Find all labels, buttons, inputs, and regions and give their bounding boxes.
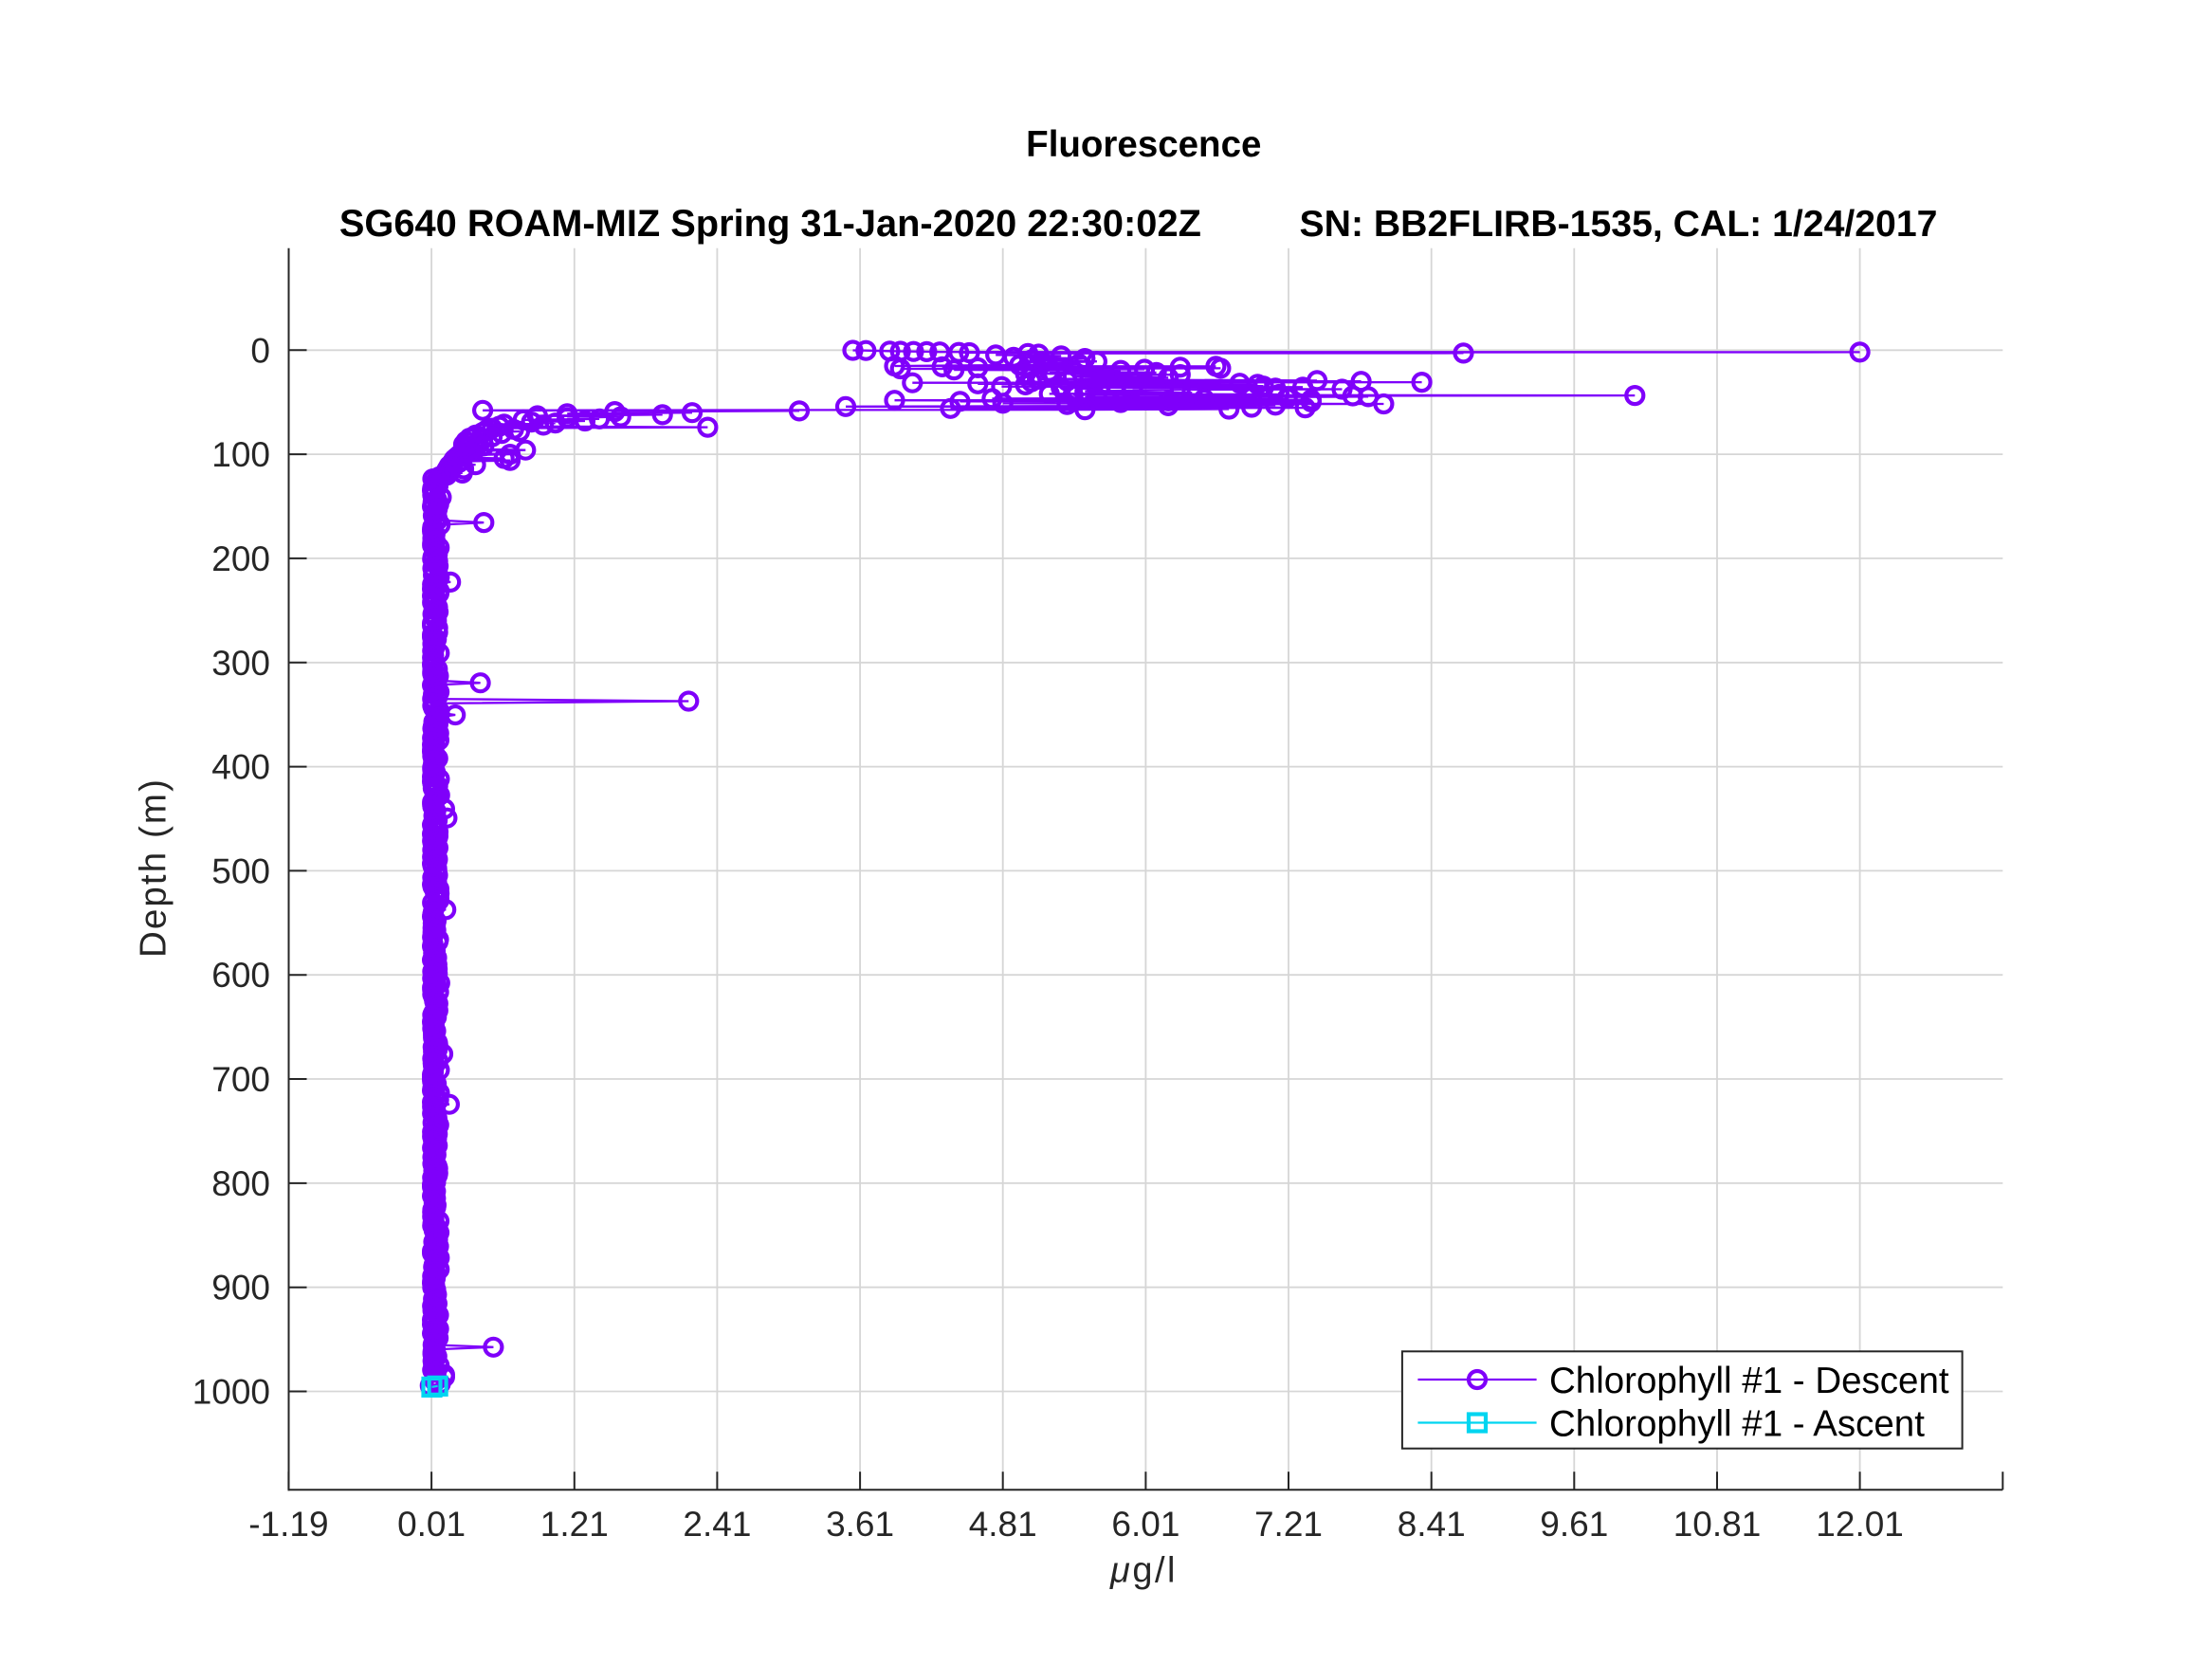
svg-text:800: 800 — [211, 1164, 270, 1203]
svg-text:1.21: 1.21 — [540, 1505, 609, 1544]
svg-text:SG640 ROAM-MIZ Spring 31-Jan-2: SG640 ROAM-MIZ Spring 31-Jan-2020 22:30:… — [339, 203, 1201, 245]
svg-text:Depth (m): Depth (m) — [134, 777, 174, 958]
svg-text:10.81: 10.81 — [1673, 1505, 1762, 1544]
svg-text:600: 600 — [211, 956, 270, 995]
svg-text:9.61: 9.61 — [1540, 1505, 1608, 1544]
svg-text:100: 100 — [211, 435, 270, 474]
svg-text:SN: BB2FLIRB-1535, CAL: 1/24/2: SN: BB2FLIRB-1535, CAL: 1/24/2017 — [1300, 204, 1938, 245]
svg-text:Fluorescence: Fluorescence — [1026, 124, 1261, 165]
svg-text:700: 700 — [211, 1060, 270, 1099]
svg-text:200: 200 — [211, 539, 270, 578]
svg-text:500: 500 — [211, 851, 270, 890]
svg-text:7.21: 7.21 — [1254, 1505, 1323, 1544]
svg-text:2.41: 2.41 — [683, 1505, 751, 1544]
svg-text:8.41: 8.41 — [1398, 1505, 1466, 1544]
svg-text:0: 0 — [250, 331, 270, 370]
svg-text:μg/l: μg/l — [1109, 1551, 1178, 1591]
svg-text:4.81: 4.81 — [969, 1505, 1037, 1544]
svg-text:400: 400 — [211, 748, 270, 787]
svg-text:-1.19: -1.19 — [248, 1505, 328, 1544]
svg-text:300: 300 — [211, 644, 270, 683]
svg-text:0.01: 0.01 — [397, 1505, 466, 1544]
svg-text:12.01: 12.01 — [1816, 1505, 1904, 1544]
svg-text:Chlorophyll #1 - Descent: Chlorophyll #1 - Descent — [1549, 1361, 1949, 1401]
svg-text:3.61: 3.61 — [826, 1505, 894, 1544]
svg-text:1000: 1000 — [192, 1373, 270, 1412]
svg-text:6.01: 6.01 — [1111, 1505, 1179, 1544]
svg-text:Chlorophyll #1 - Ascent: Chlorophyll #1 - Ascent — [1549, 1403, 1925, 1444]
svg-text:900: 900 — [211, 1269, 270, 1307]
